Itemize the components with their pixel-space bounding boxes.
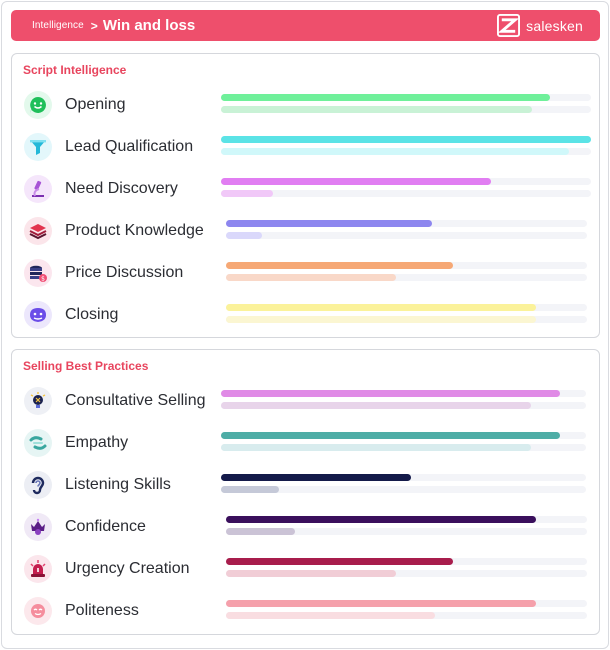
svg-text:$: $ — [41, 276, 45, 283]
secondary-bar-fill — [226, 612, 436, 619]
secondary-bar-fill — [226, 316, 537, 323]
secondary-bar-track — [226, 232, 587, 239]
page-title: Win and loss — [102, 17, 196, 34]
selling-best-practices-card: Selling Best Practices Consultative Sell… — [11, 349, 600, 635]
metric-row-urgency-creation[interactable]: Urgency Creation — [12, 548, 599, 590]
primary-bar-fill — [221, 178, 492, 185]
primary-bar-fill — [226, 220, 432, 227]
metric-row-confidence[interactable]: Confidence — [12, 506, 599, 548]
primary-bar-track — [221, 474, 586, 481]
secondary-bar-track — [226, 274, 587, 281]
metric-row-empathy[interactable]: Empathy — [12, 422, 599, 464]
script-intelligence-card: Script Intelligence Opening Lead Qualific… — [11, 53, 600, 338]
handshake-icon — [24, 301, 52, 329]
secondary-bar-track — [221, 148, 591, 155]
primary-bar-track — [226, 516, 587, 523]
primary-bar-fill — [226, 558, 454, 565]
metric-row-price-discussion[interactable]: $ Price Discussion — [12, 252, 599, 294]
metric-label: Need Discovery — [65, 180, 178, 197]
primary-bar-fill — [226, 262, 454, 269]
primary-bar-track — [221, 432, 586, 439]
primary-bar-track — [221, 178, 591, 185]
secondary-bar-fill — [221, 402, 532, 409]
coin-stack-icon: $ — [24, 259, 52, 287]
crown-person-icon — [24, 513, 52, 541]
metric-row-listening-skills[interactable]: Listening Skills — [12, 464, 599, 506]
metric-label: Urgency Creation — [65, 560, 190, 577]
secondary-bar-fill — [226, 570, 396, 577]
metric-label: Confidence — [65, 518, 146, 535]
polite-face-icon — [24, 597, 52, 625]
breadcrumb-parent[interactable]: Intelligence — [32, 20, 84, 31]
page-header: Intelligence > Win and loss salesken — [11, 10, 600, 41]
metric-row-need-discovery[interactable]: Need Discovery — [12, 168, 599, 210]
primary-bar-track — [221, 136, 591, 143]
primary-bar-track — [221, 94, 591, 101]
secondary-bar-track — [221, 444, 586, 451]
primary-bar-fill — [226, 304, 537, 311]
primary-bar-fill — [221, 432, 561, 439]
metric-label: Opening — [65, 96, 126, 113]
metric-row-closing[interactable]: Closing — [12, 294, 599, 336]
metric-row-lead-qualification[interactable]: Lead Qualification — [12, 126, 599, 168]
breadcrumb-separator: > — [90, 18, 98, 33]
secondary-bar-fill — [226, 528, 295, 535]
ear-icon — [24, 471, 52, 499]
empathy-hands-icon — [24, 429, 52, 457]
secondary-bar-fill — [221, 190, 273, 197]
secondary-bar-track — [226, 316, 587, 323]
metric-label: Listening Skills — [65, 476, 171, 493]
metric-row-consultative-selling[interactable]: Consultative Selling — [12, 380, 599, 422]
metric-label: Price Discussion — [65, 264, 184, 281]
secondary-bar-track — [221, 106, 591, 113]
lightbulb-person-icon — [24, 387, 52, 415]
metric-label: Closing — [65, 306, 119, 323]
brand-name: salesken — [526, 17, 583, 34]
primary-bar-track — [226, 558, 587, 565]
primary-bar-fill — [221, 474, 411, 481]
brand-logo: salesken — [497, 14, 583, 37]
secondary-bar-track — [226, 528, 587, 535]
secondary-bar-track — [221, 402, 586, 409]
secondary-bar-track — [226, 612, 587, 619]
primary-bar-track — [226, 600, 587, 607]
secondary-bar-track — [226, 570, 587, 577]
primary-bar-track — [226, 304, 587, 311]
primary-bar-fill — [221, 94, 551, 101]
section-title: Script Intelligence — [23, 63, 127, 77]
metric-label: Product Knowledge — [65, 222, 204, 239]
primary-bar-fill — [221, 390, 561, 397]
secondary-bar-fill — [226, 232, 263, 239]
primary-bar-fill — [226, 516, 537, 523]
primary-bar-track — [226, 262, 587, 269]
layers-icon — [24, 217, 52, 245]
metric-label: Empathy — [65, 434, 129, 451]
primary-bar-track — [226, 220, 587, 227]
primary-bar-track — [221, 390, 586, 397]
secondary-bar-fill — [226, 274, 396, 281]
metric-row-opening[interactable]: Opening — [12, 84, 599, 126]
secondary-bar-track — [221, 190, 591, 197]
smile-chat-icon — [24, 91, 52, 119]
microscope-icon — [24, 175, 52, 203]
funnel-icon — [24, 133, 52, 161]
siren-icon — [24, 555, 52, 583]
secondary-bar-fill — [221, 148, 569, 155]
metric-row-politeness[interactable]: Politeness — [12, 590, 599, 632]
metric-label: Lead Qualification — [65, 138, 194, 155]
metric-label: Consultative Selling — [65, 392, 206, 409]
section-title: Selling Best Practices — [23, 359, 149, 373]
secondary-bar-track — [221, 486, 586, 493]
secondary-bar-fill — [221, 486, 280, 493]
metric-row-product-knowledge[interactable]: Product Knowledge — [12, 210, 599, 252]
primary-bar-fill — [226, 600, 537, 607]
metric-label: Politeness — [65, 602, 139, 619]
secondary-bar-fill — [221, 444, 532, 451]
primary-bar-fill — [221, 136, 591, 143]
secondary-bar-fill — [221, 106, 532, 113]
salesken-logo-icon — [497, 14, 521, 37]
